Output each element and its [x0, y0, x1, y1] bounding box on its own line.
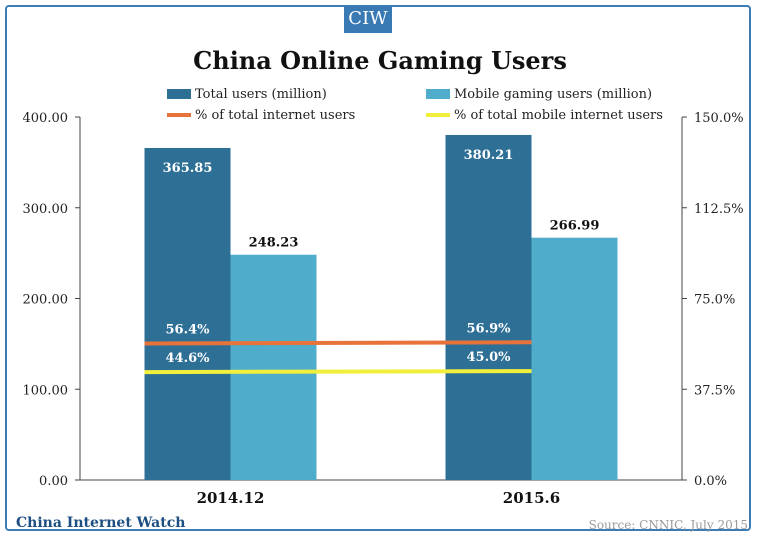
line-value-label: 56.4% [165, 323, 210, 338]
bar [230, 254, 317, 480]
x-tick-label: 2015.6 [503, 489, 560, 507]
x-tick-label: 2014.12 [197, 489, 265, 507]
legend-swatch [426, 89, 450, 99]
legend-label: % of total mobile internet users [454, 108, 663, 123]
bar [144, 147, 231, 480]
right-tick-label: 0.0% [694, 474, 727, 489]
source-label: Source: CNNIC, July 2015 [588, 518, 748, 532]
right-tick-label: 75.0% [694, 293, 735, 308]
legend-swatch [167, 89, 191, 99]
legend-label: Total users (million) [195, 87, 327, 102]
bar [531, 237, 618, 480]
right-tick-label: 37.5% [694, 383, 735, 398]
left-tick-label: 200.00 [23, 293, 69, 308]
line-value-label: 44.6% [165, 351, 210, 366]
bar-value-label: 248.23 [249, 236, 299, 251]
legend-label: Mobile gaming users (million) [454, 87, 652, 102]
brand-label: China Internet Watch [16, 515, 186, 531]
series-line [144, 369, 532, 375]
left-tick-label: 0.00 [39, 474, 68, 489]
line-value-label: 45.0% [466, 350, 511, 365]
right-tick-label: 112.5% [694, 202, 744, 217]
line-value-label: 56.9% [466, 321, 511, 336]
legend-label: % of total internet users [195, 108, 355, 123]
series-line [144, 340, 532, 346]
bar [445, 134, 532, 481]
ciw-badge: CIW [344, 5, 392, 33]
left-tick-label: 300.00 [23, 202, 69, 217]
bar-value-label: 380.21 [464, 148, 514, 163]
left-tick-label: 400.00 [23, 111, 69, 126]
bar-value-label: 266.99 [550, 219, 600, 234]
bar-value-label: 365.85 [163, 161, 213, 176]
right-tick-label: 150.0% [694, 111, 744, 126]
left-tick-label: 100.00 [23, 383, 69, 398]
chart-title: China Online Gaming Users [193, 46, 567, 75]
